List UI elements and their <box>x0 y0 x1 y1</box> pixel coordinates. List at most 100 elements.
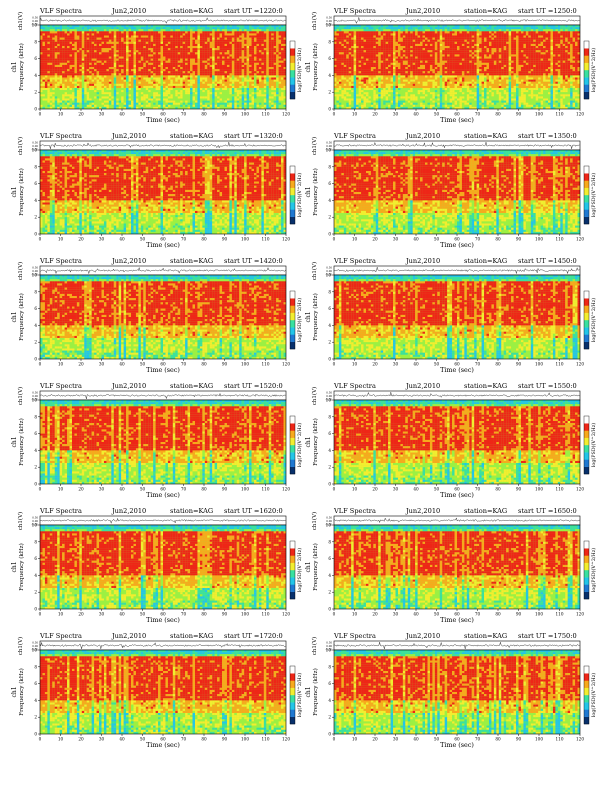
spectrogram-cell <box>45 25 48 27</box>
spectrogram-cell <box>47 38 50 40</box>
spectrogram-cell <box>229 65 232 67</box>
spectrogram-cell <box>126 40 129 42</box>
spectrogram-cell <box>185 71 188 73</box>
spectrogram-cell <box>284 69 287 71</box>
spectrogram-cell <box>146 50 149 52</box>
spectrogram-cell <box>151 57 154 59</box>
spectrogram-cell <box>215 84 218 86</box>
spectrogram-cell <box>119 27 122 29</box>
spectrogram-cell <box>50 59 53 61</box>
spectrogram-cell <box>254 33 257 35</box>
spectrogram-cell <box>148 67 151 69</box>
spectrogram-cell <box>146 42 149 44</box>
spectrogram-cell <box>225 57 228 59</box>
spectrogram-cell <box>148 50 151 52</box>
spectrogram-cell <box>82 42 85 44</box>
spectrogram-cell <box>151 40 154 42</box>
spectrogram-cell <box>222 63 225 65</box>
spectrogram-cell <box>170 38 173 40</box>
spectrogram-cell <box>84 44 87 46</box>
spectrogram-cell <box>126 59 129 61</box>
spectrogram-cell <box>200 27 203 29</box>
spectrogram-cell <box>175 54 178 56</box>
spectrogram-cell <box>217 63 220 65</box>
spectrogram-cell <box>79 36 82 38</box>
spectrogram-cell <box>244 25 247 27</box>
spectrogram-cell <box>259 84 262 86</box>
spectrogram-cell <box>133 67 136 69</box>
spectrogram-cell <box>158 82 161 84</box>
spectrogram-cell <box>279 54 282 56</box>
spectrogram-cell <box>153 31 156 33</box>
spectrogram-cell <box>89 61 92 63</box>
spectrogram-cell <box>151 50 154 52</box>
spectrogram-cell <box>72 69 75 71</box>
spectrogram-cell <box>173 63 176 65</box>
spectrogram-cell <box>220 69 223 71</box>
spectrogram-cell <box>119 52 122 54</box>
spectrogram-cell <box>77 27 80 29</box>
spectrogram-cell <box>111 44 114 46</box>
spectrogram-cell <box>222 33 225 35</box>
spectrogram-cell <box>55 75 58 77</box>
spectrogram-cell <box>259 75 262 77</box>
spectrogram-cell <box>202 67 205 69</box>
spectrogram-cell <box>197 71 200 73</box>
spectrogram-cell <box>165 33 168 35</box>
spectrogram-cell <box>193 31 196 33</box>
spectrogram-cell <box>133 71 136 73</box>
spectrogram-cell <box>70 80 73 82</box>
spectrogram-cell <box>161 67 164 69</box>
spectrogram-cell <box>79 40 82 42</box>
spectrogram-cell <box>65 54 68 56</box>
spectrogram-cell <box>124 65 127 67</box>
spectrogram-cell <box>92 44 95 46</box>
spectrogram-cell <box>62 48 65 50</box>
spectrogram-cell <box>119 42 122 44</box>
spectrogram-cell <box>244 33 247 35</box>
spectrogram-cell <box>165 31 168 33</box>
spectrogram-cell <box>67 63 70 65</box>
spectrogram-cell <box>274 71 277 73</box>
spectrogram-cell <box>124 82 127 84</box>
spectrogram-cell <box>161 73 164 75</box>
spectrogram-cell <box>52 36 55 38</box>
spectrogram-cell <box>244 27 247 29</box>
spectrogram-cell <box>148 36 151 38</box>
spectrogram-cell <box>274 75 277 77</box>
spectrogram-cell <box>129 61 132 63</box>
spectrogram-cell <box>190 82 193 84</box>
spectrogram-cell <box>239 42 242 44</box>
spectrogram-cell <box>239 31 242 33</box>
spectrogram-cell <box>121 82 124 84</box>
spectrogram-cell <box>222 57 225 59</box>
spectrogram-cell <box>227 73 230 75</box>
spectrogram-cell <box>215 61 218 63</box>
spectrogram-cell <box>102 46 105 48</box>
spectrogram-cell <box>148 73 151 75</box>
spectrogram-cell <box>212 78 215 80</box>
spectrogram-cell <box>153 46 156 48</box>
spectrogram-cell <box>269 48 272 50</box>
spectrogram-cell <box>242 52 245 54</box>
spectrogram-cell <box>45 57 48 59</box>
spectrogram-cell <box>153 84 156 86</box>
spectrogram-cell <box>249 86 252 88</box>
spectrogram-cell <box>129 48 132 50</box>
spectrogram-cell <box>254 71 257 73</box>
spectrogram-cell <box>57 52 60 54</box>
spectrogram-cell <box>104 42 107 44</box>
spectrogram-cell <box>104 82 107 84</box>
spectrogram-cell <box>220 59 223 61</box>
spectrogram-cell <box>269 65 272 67</box>
spectrogram-cell <box>269 33 272 35</box>
spectrogram-cell <box>234 57 237 59</box>
spectrogram-cell <box>104 31 107 33</box>
spectrogram-cell <box>52 54 55 56</box>
spectrogram-cell <box>131 38 134 40</box>
spectrogram-cell <box>183 65 186 67</box>
spectrogram-cell <box>74 52 77 54</box>
spectrogram-cell <box>279 73 282 75</box>
spectrogram-cell <box>271 86 274 88</box>
spectrogram-cell <box>42 40 45 42</box>
